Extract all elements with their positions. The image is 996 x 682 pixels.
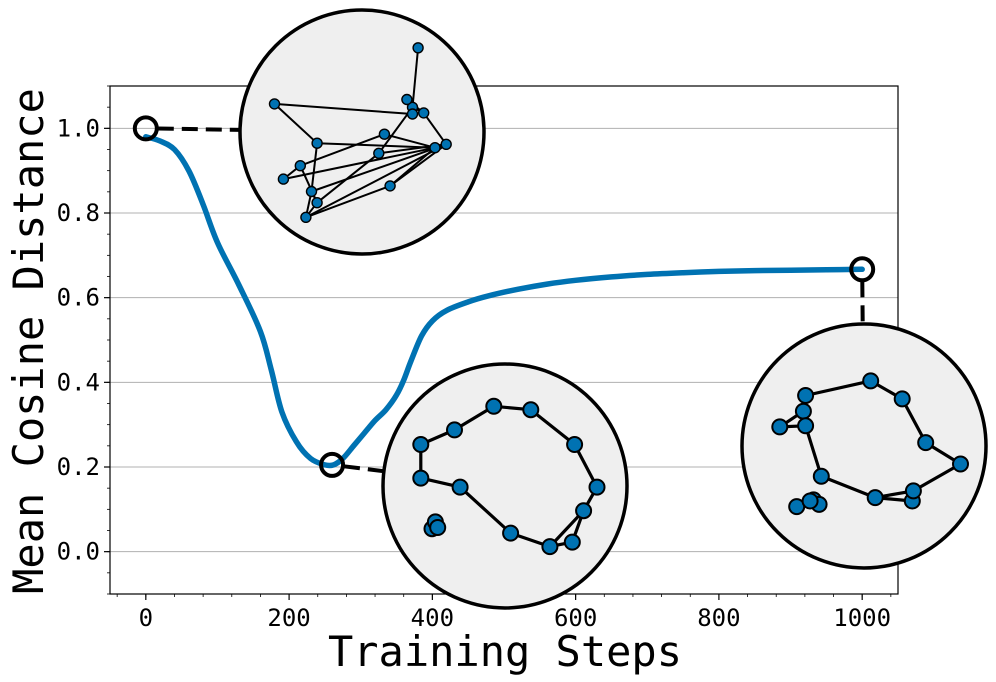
annotation-marker — [319, 451, 346, 478]
graph-node — [566, 436, 584, 453]
graph-edge — [805, 379, 872, 398]
graph-node — [429, 519, 447, 536]
x-tick-label: 0 — [139, 604, 153, 632]
graph-node — [794, 402, 812, 420]
graph-node — [588, 478, 606, 496]
graph-node — [294, 159, 306, 172]
graph-edge — [311, 143, 447, 193]
graph-node — [412, 469, 430, 487]
graph-node — [522, 401, 540, 419]
graph-edge — [384, 133, 436, 149]
graph-node — [541, 538, 559, 556]
graph-edge — [529, 408, 576, 446]
graph-edge — [283, 146, 436, 181]
graph-node — [378, 128, 391, 140]
graph-node — [862, 372, 880, 390]
graph-node — [412, 42, 424, 54]
graph-node — [952, 455, 969, 473]
graph-node — [904, 482, 922, 500]
graph-edge — [389, 146, 436, 187]
annotation-connector — [343, 464, 385, 474]
graph-node — [446, 421, 463, 439]
graph-edge — [273, 103, 318, 144]
annotation-marker — [132, 115, 159, 142]
graph-node — [406, 108, 419, 120]
graph-node — [797, 417, 815, 435]
graph-edge — [422, 112, 448, 145]
graph-edge — [411, 47, 420, 108]
graph-edge — [804, 425, 823, 477]
graph-node — [563, 533, 581, 551]
graph-node — [812, 467, 830, 485]
graph-node — [893, 390, 911, 408]
graph-edge — [305, 184, 391, 219]
x-tick-label: 200 — [267, 604, 310, 632]
series-line-group — [143, 134, 865, 469]
graph-edge — [305, 143, 447, 219]
graph-node — [575, 502, 593, 520]
graph-edge — [317, 142, 436, 149]
graph-node — [451, 478, 469, 496]
graph-edge — [274, 102, 413, 115]
graph-node — [384, 180, 396, 192]
x-axis-label: Training Steps — [328, 627, 682, 676]
graph-node — [412, 436, 430, 453]
graph-node — [373, 147, 385, 160]
graph-node — [277, 173, 290, 185]
annotation-0 — [132, 8, 486, 256]
series-line — [143, 134, 865, 469]
graph-node — [418, 107, 430, 119]
y-tick-label: 0.2 — [57, 453, 100, 481]
y-tick-label: 0.0 — [57, 538, 100, 566]
annotation-2 — [740, 256, 988, 570]
graph-node — [401, 93, 413, 106]
x-tick-label: 1000 — [833, 604, 891, 632]
annotation-1 — [319, 362, 629, 610]
y-tick-label: 0.6 — [57, 284, 100, 312]
graph-node — [797, 387, 815, 404]
y-tick-label: 1.0 — [57, 114, 100, 142]
graph-node — [917, 434, 935, 452]
graph-node — [801, 492, 819, 510]
graph-inset-circle — [740, 322, 988, 570]
graph-node — [429, 141, 441, 154]
graph-edge — [820, 474, 876, 500]
graph-node — [771, 418, 789, 436]
graph-node — [300, 211, 312, 224]
graph-node — [440, 138, 452, 151]
y-tick-label: 0.4 — [57, 368, 100, 396]
graph-inset-circle — [238, 8, 486, 256]
annotation-marker — [849, 256, 876, 283]
graph-edge — [299, 165, 319, 204]
annotations — [132, 8, 988, 610]
y-axis-label: Mean Cosine Distance — [4, 88, 53, 594]
graph-edge — [310, 143, 319, 192]
x-tick-label: 400 — [411, 604, 454, 632]
graph-node — [502, 524, 520, 542]
graph-node — [311, 196, 323, 209]
axis-ticks: 0.0 0.2 0.4 0.6 0.8 1.0 0 200 400 600 800 1000 — [57, 85, 892, 632]
graph-node — [305, 185, 318, 198]
graph-node — [268, 98, 281, 110]
annotation-connector — [157, 126, 241, 132]
y-tick-label: 0.8 — [57, 199, 100, 227]
graph-node — [311, 137, 323, 149]
x-tick-label: 600 — [554, 604, 597, 632]
graph-edge — [912, 462, 962, 493]
x-tick-label: 800 — [697, 604, 740, 632]
graph-edge — [459, 485, 512, 535]
graph-node — [485, 397, 503, 415]
graph-node — [866, 489, 884, 507]
